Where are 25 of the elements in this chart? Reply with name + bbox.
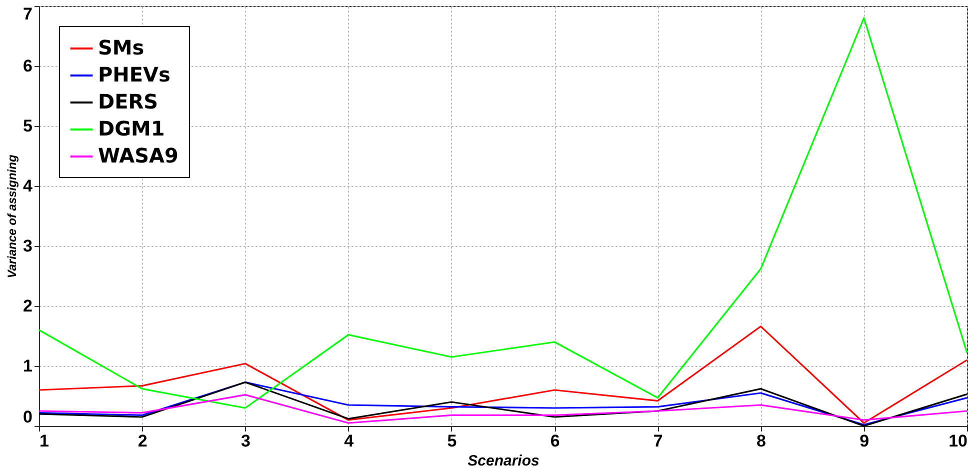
x-tick-label: 7 [653,432,663,450]
y-tick-label: 0 [23,408,32,426]
y-tick-label: 2 [23,296,32,316]
x-axis-title: Scenarios [468,452,540,470]
x-tick-label: 1 [40,432,49,450]
x-tick-label: 6 [550,432,560,450]
legend-label: DERS [98,90,158,114]
y-tick-label: 1 [23,356,32,376]
legend-label: DGM1 [98,116,165,140]
y-tick-label: 6 [23,56,32,76]
x-tick-label: 3 [240,432,250,450]
y-tick-label: 7 [23,4,32,24]
x-tick-label: 4 [344,432,354,450]
x-tick-label: 10 [948,432,968,450]
legend-label: WASA9 [98,144,178,168]
y-tick-label: 5 [23,116,32,136]
legend-label: PHEVs [98,62,170,86]
x-tick-label: 8 [756,432,766,450]
x-tick-label: 9 [860,432,870,450]
x-tick-label: 5 [447,432,457,450]
y-tick-label: 4 [23,176,34,196]
legend-label: SMs [98,36,144,60]
y-axis-title: Variance of assigning [5,154,20,278]
y-tick-label: 3 [23,236,32,256]
x-tick-label: 2 [138,432,148,450]
